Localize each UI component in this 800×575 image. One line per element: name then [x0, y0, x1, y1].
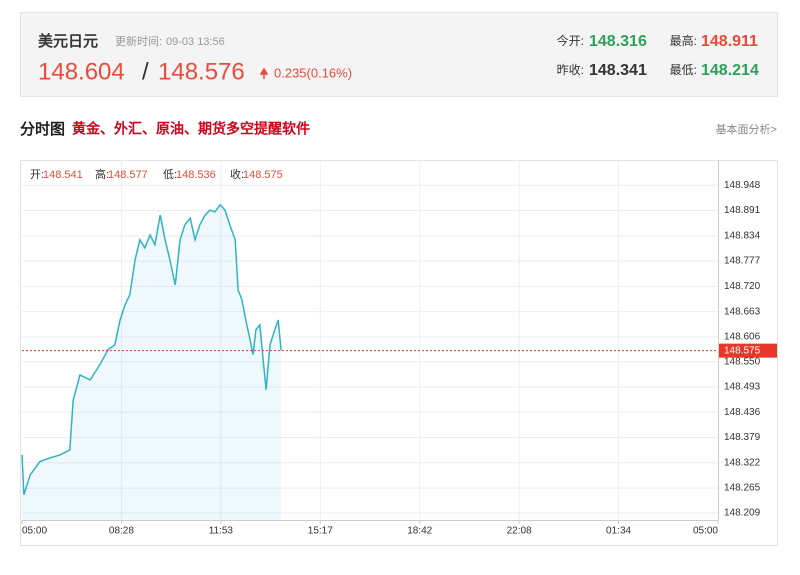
- ask-price: 148.576: [158, 58, 245, 85]
- price-change: 0.235(0.16%): [274, 65, 352, 80]
- x-tick-label: 05:00: [693, 526, 718, 537]
- price-line: [21, 203, 282, 495]
- symbol-title: 美元日元: [38, 32, 98, 50]
- y-tick-label: 148.720: [724, 281, 761, 292]
- header-panel: [20, 12, 778, 97]
- ohlc-value: 148.536: [176, 169, 216, 181]
- x-tick-label: 18:42: [407, 526, 432, 537]
- stat-label: 最低:: [670, 63, 697, 77]
- ohlc-label: 高:: [95, 167, 109, 181]
- y-tick-label: 148.663: [724, 306, 761, 317]
- plot: 148.948 148.891 148.834 148.777 148.720 148.6…: [21, 160, 777, 537]
- y-tick-label: 148.322: [724, 457, 761, 468]
- update-time: 09-03 13:56: [166, 36, 225, 48]
- ohlc-label: 收:: [230, 167, 244, 181]
- x-tick-label: 11:53: [209, 526, 234, 537]
- x-tick-label: 22:08: [507, 526, 532, 537]
- update-label: 更新时间:: [115, 34, 162, 48]
- ohlc-value: 148.541: [43, 169, 83, 181]
- current-price-label: 148.575: [724, 345, 761, 356]
- analysis-link[interactable]: 基本面分析>: [716, 122, 777, 136]
- y-tick-label: 148.265: [724, 483, 761, 494]
- stat-value: 148.316: [589, 33, 647, 50]
- y-tick-label: 148.834: [724, 230, 761, 241]
- up-arrow: [259, 67, 269, 79]
- price-area: [22, 204, 282, 521]
- ohlc-label: 低:: [163, 168, 177, 181]
- ohlc-value: 148.575: [243, 169, 283, 181]
- chart-frame: [20, 160, 778, 546]
- current-price-tag: [719, 343, 777, 358]
- x-tick-label: 15:17: [308, 526, 333, 537]
- stat-label: 最高:: [670, 33, 697, 48]
- y-tick-label: 148.550: [724, 356, 761, 367]
- stat-label: 今开:: [557, 33, 584, 48]
- y-tick-label: 148.948: [724, 180, 761, 191]
- bid-price: 148.604: [38, 58, 125, 85]
- ohlc-label: 开:: [30, 169, 44, 181]
- y-tick-label: 148.777: [724, 256, 761, 267]
- y-tick-label: 148.606: [724, 332, 761, 343]
- x-tick-label: 01:34: [606, 526, 631, 537]
- ohlc-value: 148.577: [108, 169, 148, 181]
- y-tick-label: 148.891: [724, 205, 761, 216]
- y-tick-label: 148.493: [724, 382, 761, 393]
- y-tick-label: 148.379: [724, 432, 761, 443]
- y-tick-label: 148.436: [724, 407, 761, 418]
- stat-value: 148.911: [701, 33, 758, 50]
- price-separator: /: [142, 58, 149, 85]
- stat-value: 148.214: [701, 62, 759, 79]
- promo-link[interactable]: 黄金、外汇、原油、期货多空提醒软件: [72, 121, 310, 137]
- x-tick-label: 08:28: [109, 526, 134, 537]
- stat-label: 昨收:: [557, 63, 584, 77]
- x-tick-label: 05:00: [22, 526, 47, 537]
- section-title: 分时图: [20, 121, 65, 138]
- stat-value: 148.341: [589, 62, 647, 79]
- y-tick-label: 148.209: [724, 508, 761, 519]
